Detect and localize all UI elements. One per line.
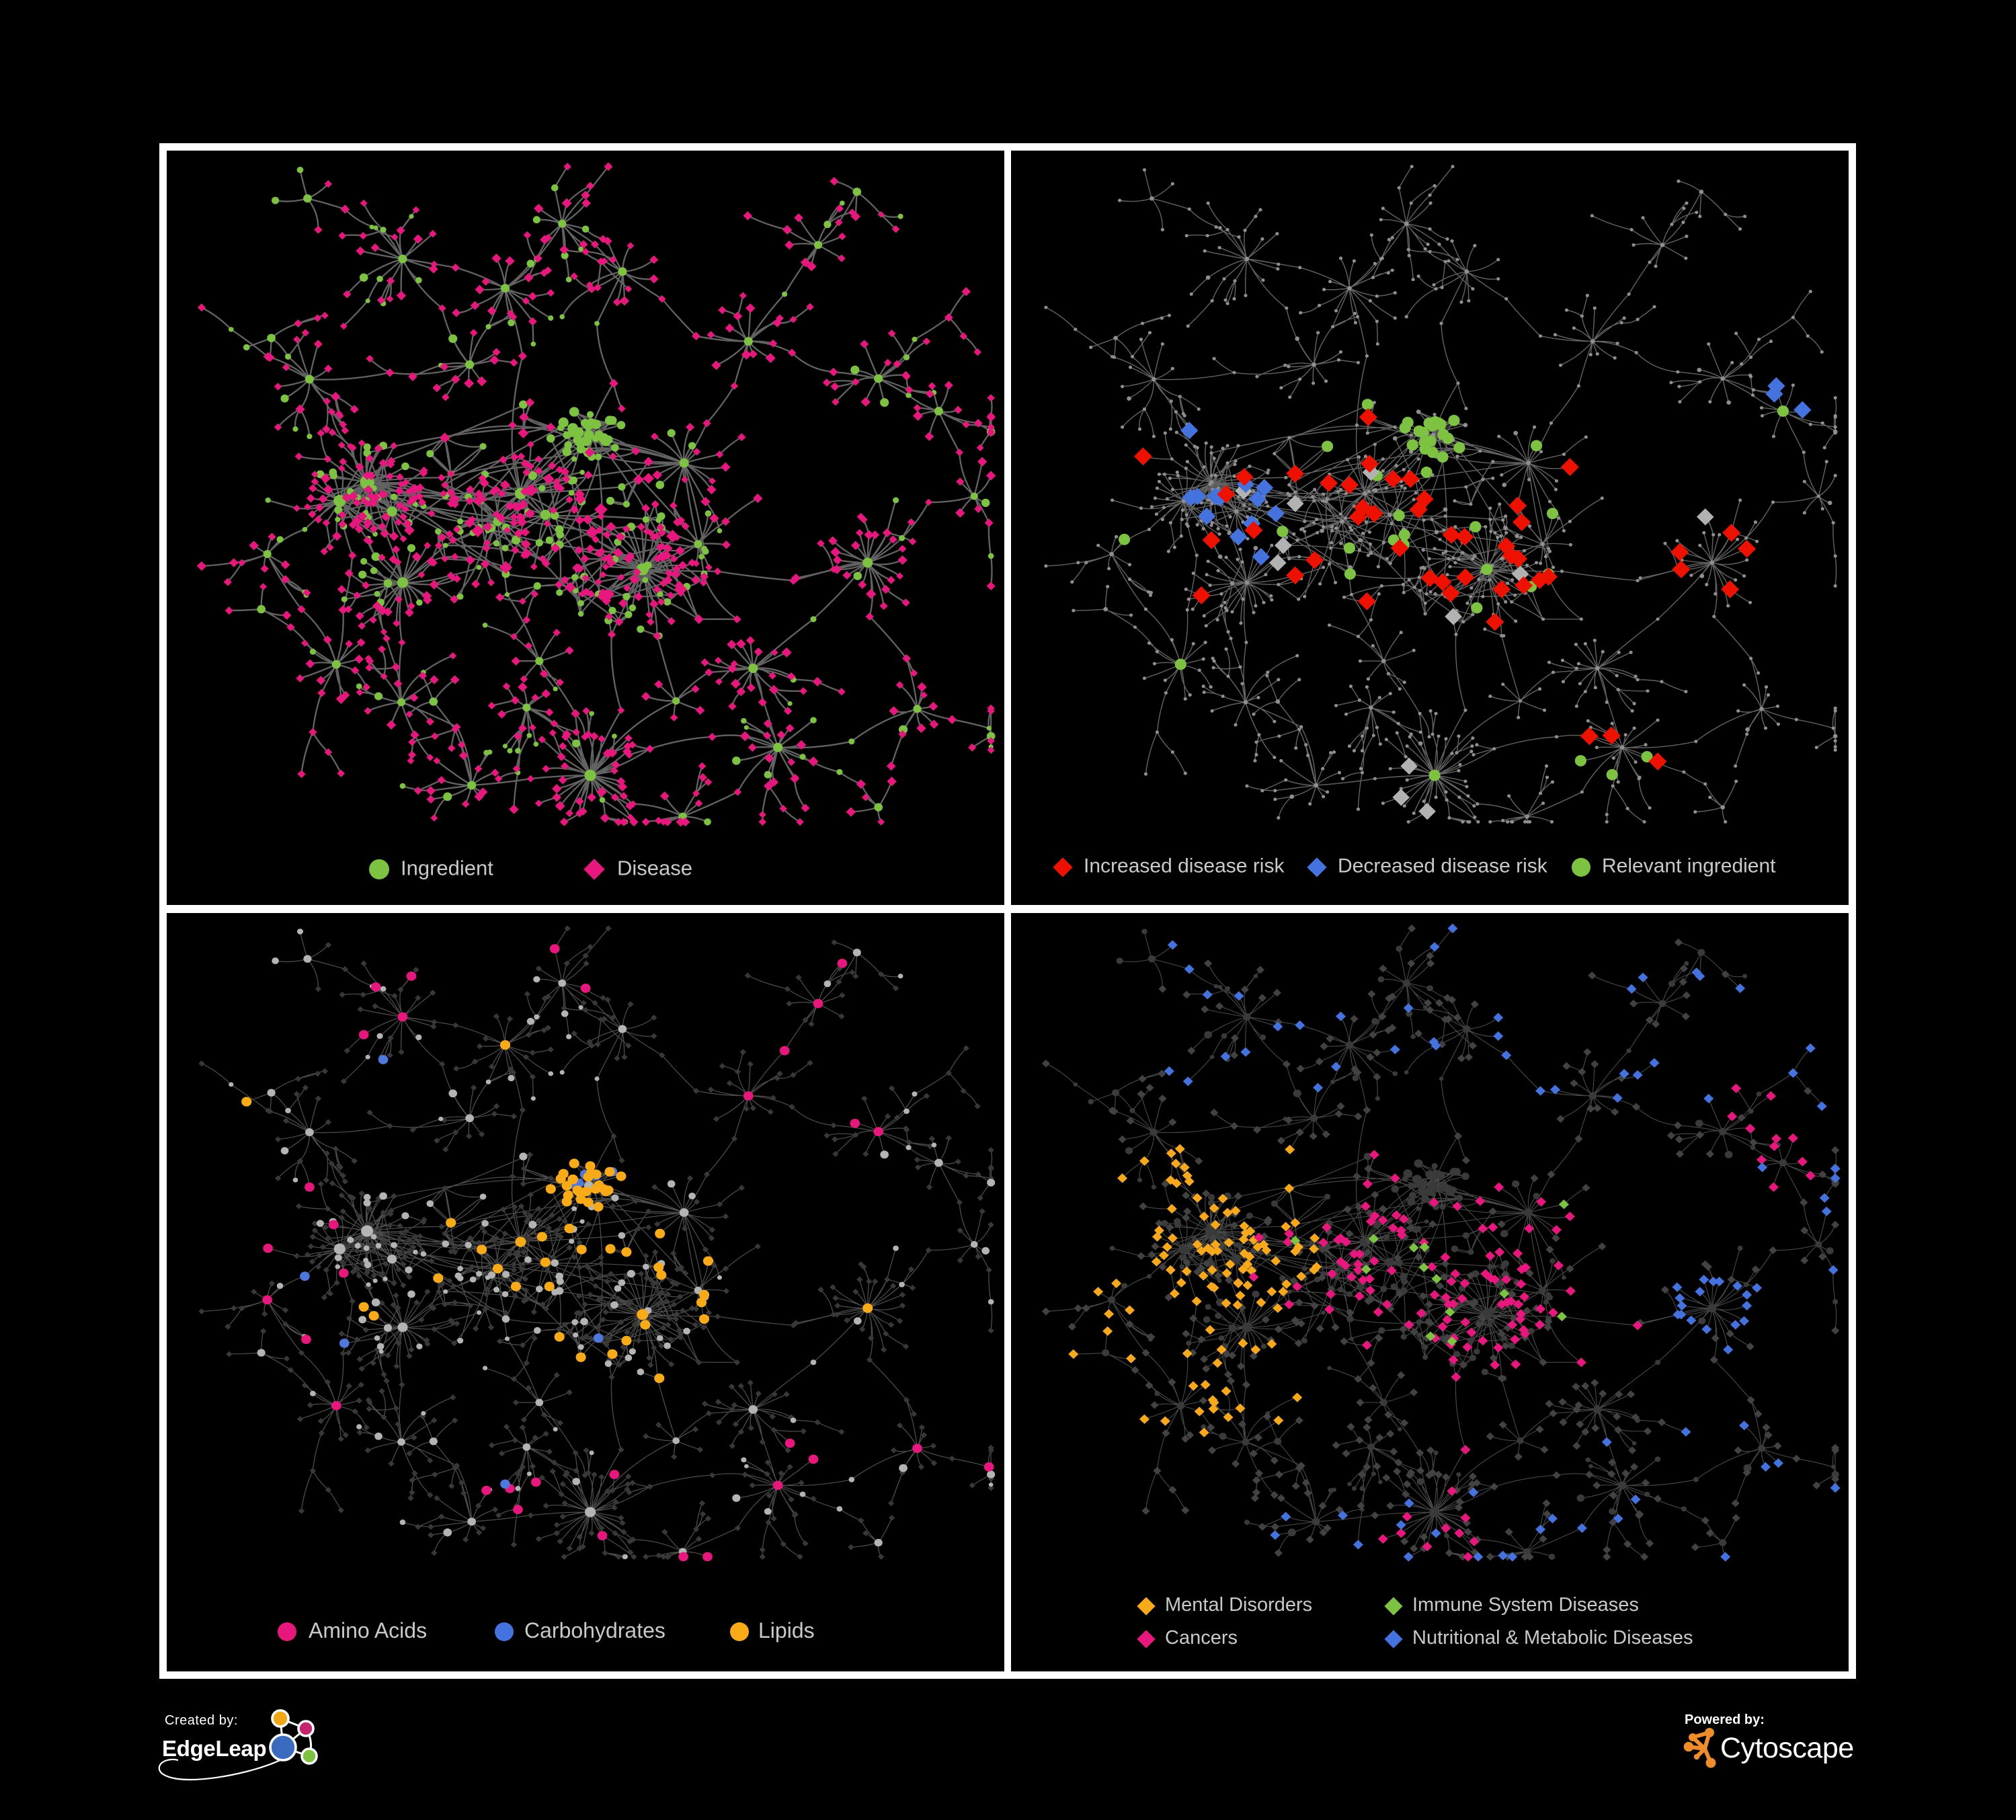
svg-text:Cytoscape: Cytoscape — [1720, 1732, 1854, 1764]
svg-text:Powered by:: Powered by: — [1685, 1712, 1765, 1727]
svg-text:Created by:: Created by: — [165, 1713, 238, 1728]
svg-text:EdgeLeap: EdgeLeap — [162, 1736, 266, 1761]
